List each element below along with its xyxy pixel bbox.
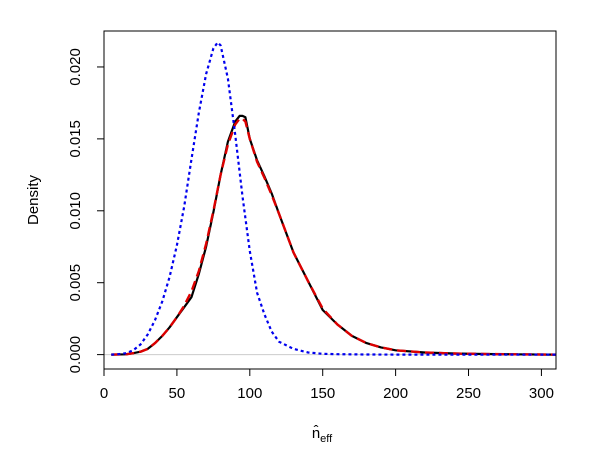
- x-tick-label: 100: [237, 385, 262, 402]
- x-axis-title-main: n̂: [312, 425, 320, 442]
- y-tick-label: 0.000: [67, 336, 84, 374]
- x-axis-title-subscript: eff: [320, 433, 333, 445]
- x-tick-label: 0: [100, 385, 108, 402]
- y-tick-label: 0.010: [67, 192, 84, 230]
- y-tick-label: 0.020: [67, 48, 84, 86]
- x-axis: 0 50 100 150 200 250 300: [100, 368, 554, 402]
- series-line-dotted: [111, 41, 556, 356]
- y-axis-title: Density: [25, 174, 42, 225]
- series-line-dashed: [111, 117, 557, 356]
- series-line-solid: [111, 114, 557, 356]
- y-tick-label: 0.005: [67, 264, 84, 302]
- x-tick-label: 150: [310, 385, 335, 402]
- y-axis: 0.000 0.005 0.010 0.015 0.020: [67, 48, 105, 374]
- x-tick-label: 200: [383, 385, 408, 402]
- y-tick-label: 0.015: [67, 120, 84, 158]
- x-tick-label: 300: [529, 385, 554, 402]
- x-tick-label: 50: [169, 385, 186, 402]
- x-tick-label: 250: [456, 385, 481, 402]
- series-layer: [111, 41, 557, 356]
- x-axis-title: n̂eff: [312, 425, 333, 445]
